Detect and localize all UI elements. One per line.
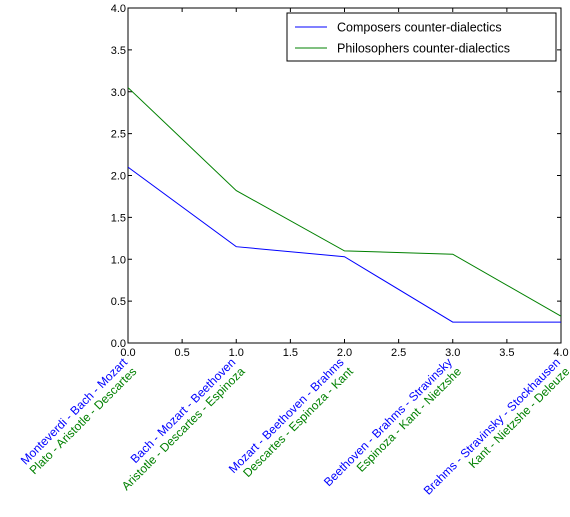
x-tick-label: 1.0 [229, 347, 244, 359]
y-tick-label: 0.5 [111, 296, 126, 308]
y-tick-label: 4.0 [111, 3, 126, 15]
series-line-philosophers [128, 87, 561, 317]
category-label-philosophers: Plato - Aristotle - Descartes [27, 364, 140, 477]
series-lines [128, 87, 561, 323]
category-label-composers: Monteverdi - Bach - Mozart [18, 355, 131, 468]
y-tick-label: 1.0 [111, 254, 126, 266]
axes: 0.0 0.5 1.0 1.5 2.0 2.5 3.0 3.5 4.0 0.0 0.5 1.0 1.5 2… [111, 3, 569, 359]
x-tick-label: 2.0 [337, 347, 352, 359]
x-tick-label: 4.0 [553, 347, 568, 359]
category-label-philosophers: Espinoza - Kant - Nietzshe [354, 364, 465, 475]
series-line-composers [128, 166, 561, 323]
category-label-composers: Bach - Mozart - Beethoven [128, 355, 239, 466]
legend-label: Philosophers counter-dialectics [337, 42, 510, 56]
legend: Composers counter-dialectics Philosophers… [286, 12, 557, 62]
y-tick-label: 3.0 [111, 87, 126, 99]
category-label-philosophers: Aristotle - Descartes - Espinoza [119, 364, 248, 493]
x-tick-label: 3.5 [499, 347, 514, 359]
x-tick-label: 3.0 [445, 347, 460, 359]
y-tick-label: 2.0 [111, 171, 126, 183]
x-tick-label: 0.5 [174, 347, 189, 359]
x-tick-label: 1.5 [283, 347, 298, 359]
y-tick-label: 0.0 [111, 338, 126, 350]
category-label-philosophers: Kant - Nietzshe - Deleuze [466, 364, 570, 471]
legend-label: Composers counter-dialectics [337, 21, 502, 35]
x-tick-label: 2.5 [391, 347, 406, 359]
y-tick-label: 3.5 [111, 45, 126, 57]
y-tick-label: 1.5 [111, 212, 126, 224]
y-tick-label: 2.5 [111, 129, 126, 141]
legend-box [286, 12, 557, 62]
x-tick-label: 0.0 [120, 347, 135, 359]
